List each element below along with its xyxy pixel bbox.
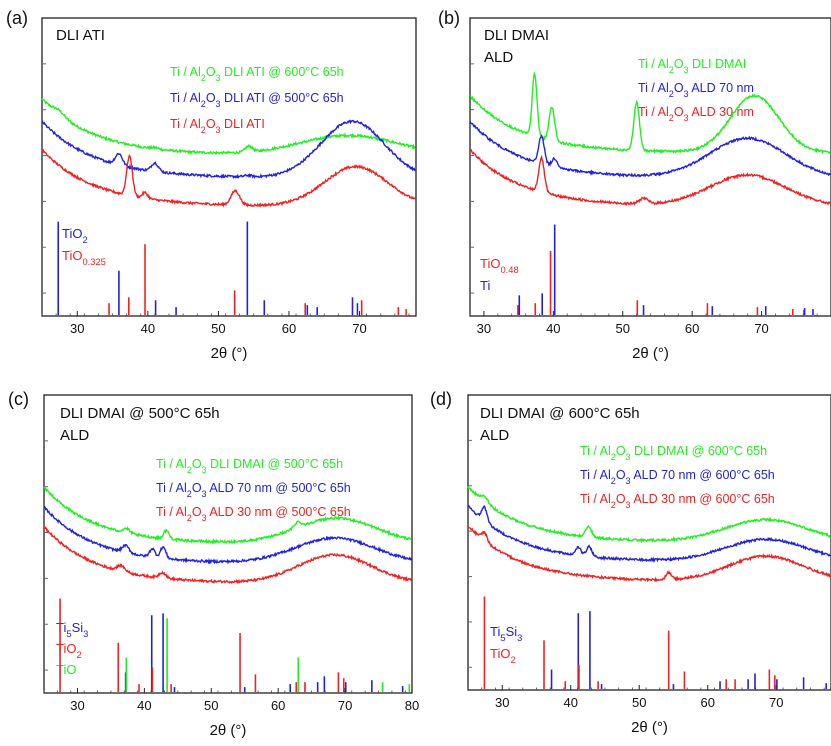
- series-line: [468, 506, 830, 561]
- panel-title: DLI DMAI: [484, 27, 549, 44]
- series-line: [468, 527, 830, 581]
- x-axis-label: 2θ (°): [210, 722, 247, 739]
- panel-title: DLI DMAI @ 600°C 65h: [480, 405, 640, 422]
- panel-letter: (c): [8, 389, 29, 409]
- x-tick-label: 30: [70, 321, 84, 336]
- x-tick-label: 70: [769, 695, 783, 710]
- legend-entry: Ti / Al2O3 ALD 70 nm @ 600°C 65h: [580, 468, 775, 486]
- panel-b: (b) 30 40 50 60 70 2θ (°) DLI DMAI ALD Ti / Al2O3…: [438, 8, 831, 362]
- legend-entry: Ti / Al2O3 DLI DMAI @ 600°C 65h: [580, 444, 767, 462]
- panel-title: DLI ATI: [56, 27, 105, 44]
- x-tick-label: 60: [271, 698, 285, 713]
- series-line: [44, 526, 411, 583]
- x-tick-label: 50: [615, 321, 629, 336]
- phase-label: TiO2: [62, 226, 88, 245]
- phase-label: TiO2: [490, 646, 516, 665]
- legend-entry: Ti / Al2O3 ALD 30 nm @ 600°C 65h: [580, 492, 775, 510]
- x-tick-label: 40: [546, 321, 560, 336]
- legend-entry: Ti / Al2O3 DLI ATI @ 500°C 65h: [170, 91, 344, 109]
- x-tick-label: 30: [70, 698, 84, 713]
- panel-title: ALD: [484, 49, 513, 66]
- phase-label: Ti: [480, 278, 490, 293]
- phase-label: Ti5Si3: [490, 624, 522, 643]
- legend-entry: Ti / Al2O3 DLI ATI: [170, 117, 265, 135]
- x-tick-label: 40: [141, 321, 155, 336]
- x-axis-label: 2θ (°): [631, 719, 668, 736]
- phase-label: TiO0.48: [480, 256, 519, 275]
- phase-label: TiO0.325: [62, 248, 106, 267]
- x-tick-label: 60: [282, 321, 296, 336]
- legend-entry: Ti / Al2O3 ALD 70 nm @ 500°C 65h: [156, 481, 351, 499]
- x-tick-label: 50: [204, 698, 218, 713]
- x-tick-label: 60: [685, 321, 699, 336]
- x-tick-label: 30: [477, 321, 491, 336]
- panel-title: ALD: [60, 427, 89, 444]
- panel-d: (d) 30 40 50 60 70 2θ (°) DLI DMAI @ 600°C 65h A…: [430, 389, 831, 736]
- x-axis-label: 2θ (°): [211, 345, 248, 362]
- panel-title: ALD: [480, 427, 509, 444]
- panel-letter: (d): [430, 389, 452, 409]
- x-tick-label: 70: [754, 321, 768, 336]
- x-tick-label: 70: [338, 698, 352, 713]
- x-tick-label: 50: [632, 695, 646, 710]
- panel-letter: (a): [6, 8, 28, 28]
- panel-a: (a) 30 40 50 60 70 2θ (°) DLI ATI Ti / Al2O3 DLI…: [6, 8, 416, 362]
- x-tick-label: 80: [405, 698, 419, 713]
- legend-entry: Ti / Al2O3 ALD 70 nm: [638, 81, 754, 99]
- panel-c: (c) 30 40 50 60 70 80 2θ (°) DLI DMAI @ 500°C 65…: [8, 389, 419, 739]
- x-tick-label: 50: [211, 321, 225, 336]
- legend-entry: Ti / Al2O3 DLI DMAI @ 500°C 65h: [156, 457, 343, 475]
- panel-letter: (b): [438, 8, 460, 28]
- phase-label: TiO: [56, 662, 76, 677]
- series-line: [470, 121, 830, 177]
- x-tick-label: 40: [137, 698, 151, 713]
- x-tick-label: 30: [495, 695, 509, 710]
- x-tick-label: 70: [352, 321, 366, 336]
- legend-entry: Ti / Al2O3 DLI DMAI: [638, 57, 746, 75]
- x-tick-label: 60: [700, 695, 714, 710]
- x-axis-label: 2θ (°): [632, 345, 669, 362]
- panel-title: DLI DMAI @ 500°C 65h: [60, 405, 220, 422]
- legend-entry: Ti / Al2O3 DLI ATI @ 600°C 65h: [170, 65, 344, 83]
- x-tick-label: 40: [564, 695, 578, 710]
